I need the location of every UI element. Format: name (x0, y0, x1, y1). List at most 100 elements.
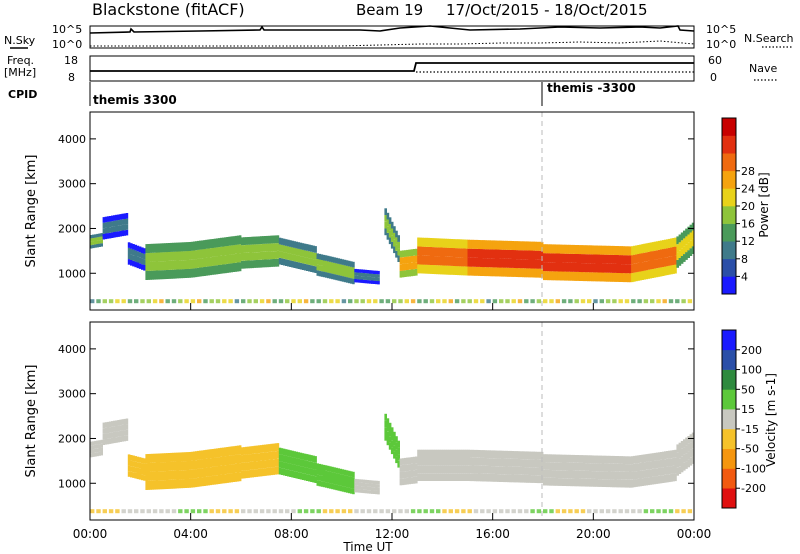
echo-cell (115, 426, 118, 432)
echo-cell (631, 464, 634, 472)
echo-cell (113, 226, 116, 232)
echo-cell (672, 458, 675, 466)
echo-cell (570, 253, 573, 263)
echo-cell (526, 250, 529, 260)
echo-cell (108, 421, 112, 428)
echo-cell (113, 215, 116, 221)
ground-scatter-cell (291, 299, 296, 304)
echo-cell (549, 454, 552, 463)
echo-cell (687, 242, 690, 251)
echo-cell (478, 240, 481, 249)
echo-cell (320, 265, 324, 272)
echo-cell (282, 238, 286, 246)
echo-cell (220, 246, 223, 256)
echo-cell (528, 241, 531, 251)
echo-cell (672, 256, 675, 265)
echo-cell (384, 221, 387, 229)
echo-cell (371, 277, 374, 281)
echo-cell (386, 431, 390, 439)
echo-cell (190, 241, 194, 251)
echo-cell (264, 444, 267, 453)
echo-cell (354, 489, 357, 493)
echo-cell (94, 440, 97, 445)
station-title: Blackstone (fitACF) (92, 0, 245, 19)
echo-cell (180, 479, 183, 489)
echo-cell (375, 270, 378, 275)
echo-cell (141, 469, 144, 475)
echo-cell (209, 266, 212, 276)
echo-cell (399, 465, 403, 472)
echo-cell (653, 259, 657, 269)
echo-cell (257, 236, 261, 245)
echo-cell (517, 474, 521, 483)
echo-cell (172, 452, 175, 462)
echo-cell (301, 243, 305, 250)
ground-scatter-cell (354, 299, 359, 304)
echo-cell (136, 462, 140, 468)
echo-cell (649, 269, 653, 279)
echo-cell (401, 250, 405, 258)
echo-cell (134, 461, 137, 468)
echo-cell (168, 453, 171, 462)
echo-cell (639, 462, 642, 471)
echo-cell (410, 256, 414, 263)
echo-cell (664, 451, 667, 460)
echo-cell (543, 454, 546, 462)
echo-cell (425, 237, 429, 247)
echo-cell (295, 255, 298, 262)
echo-cell (386, 233, 390, 240)
echo-cell (203, 240, 206, 250)
echo-cell (668, 450, 671, 459)
ground-scatter-cell (618, 509, 623, 514)
ground-scatter-cell (530, 299, 535, 304)
echo-cell (517, 268, 521, 278)
echo-cell (421, 457, 424, 466)
echo-cell (272, 451, 275, 460)
echo-cell (664, 459, 667, 467)
echo-cell (624, 464, 628, 472)
echo-cell (444, 265, 447, 275)
echo-cell (145, 271, 148, 280)
echo-cell (488, 249, 491, 259)
ground-scatter-cell (429, 299, 435, 304)
echo-cell (136, 467, 140, 474)
echo-cell (190, 469, 194, 479)
echo-cell (446, 256, 449, 266)
echo-cell (454, 465, 458, 474)
echo-cell (676, 244, 679, 253)
echo-cell (649, 242, 653, 252)
echo-cell (287, 449, 290, 457)
echo-cell (490, 240, 494, 250)
echo-cell (134, 472, 137, 479)
echo-cell (280, 251, 284, 259)
ground-scatter-cell (108, 299, 114, 304)
echo-cell (568, 262, 571, 272)
echo-cell (228, 464, 231, 474)
echo-cell (287, 239, 290, 247)
echo-cell (345, 475, 349, 482)
colorbar-segment (722, 153, 736, 172)
echo-cell (657, 240, 661, 250)
ground-scatter-cell (165, 509, 170, 514)
echo-cell (138, 474, 142, 480)
echo-cell (433, 265, 437, 275)
echo-cell (643, 270, 646, 280)
echo-cell (601, 245, 605, 255)
echo-cell (488, 473, 491, 482)
echo-cell (421, 473, 424, 481)
echo-cell (670, 458, 673, 467)
ground-scatter-cell (303, 299, 309, 304)
echo-cell (528, 467, 531, 475)
echo-cell (507, 466, 510, 475)
echo-cell (306, 454, 309, 461)
echo-cell (270, 243, 273, 252)
echo-cell (188, 268, 192, 278)
echo-cell (534, 459, 538, 468)
echo-cell (395, 449, 398, 457)
echo-cell (620, 246, 624, 256)
echo-cell (395, 237, 398, 245)
echo-cell (505, 267, 508, 277)
ground-scatter-cell (266, 509, 271, 514)
time-axis-label: Time UT (342, 540, 393, 554)
ground-scatter-cell (492, 299, 498, 304)
